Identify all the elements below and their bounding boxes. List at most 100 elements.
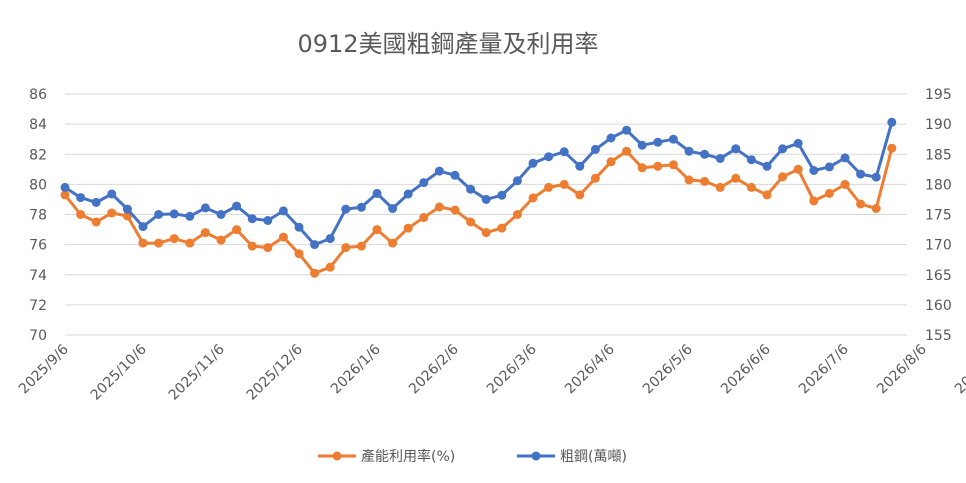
data-point [278, 206, 288, 216]
data-point [512, 176, 522, 186]
data-point [715, 154, 725, 163]
data-point [60, 190, 70, 200]
data-point [403, 223, 413, 233]
data-point [310, 268, 320, 278]
data-point [840, 179, 850, 189]
data-point [778, 144, 788, 154]
data-point [403, 189, 413, 199]
y-left-tick-label: 82 [29, 147, 47, 163]
data-point [793, 138, 803, 148]
legend-marker-utilization [332, 451, 342, 461]
data-point [809, 196, 819, 206]
series-group [60, 117, 897, 278]
data-point [294, 249, 304, 259]
data-point [185, 211, 195, 221]
legend-marker-crude-steel [531, 451, 541, 461]
data-point [590, 173, 600, 183]
y-right-tick-label: 195 [925, 87, 952, 103]
data-point [341, 243, 351, 253]
data-point [746, 155, 756, 165]
data-point [434, 202, 444, 212]
data-point [200, 203, 210, 213]
data-point [793, 164, 803, 174]
data-point [575, 161, 585, 171]
data-point [575, 190, 585, 200]
data-point [700, 149, 710, 159]
data-point [871, 204, 881, 213]
data-point [528, 158, 538, 168]
data-point [481, 228, 491, 238]
data-point [840, 153, 850, 163]
data-point [372, 225, 382, 235]
data-point [871, 172, 881, 182]
data-point [684, 175, 694, 185]
y-right-tick-label: 185 [925, 147, 952, 163]
data-point [778, 172, 788, 182]
data-point [715, 182, 725, 192]
data-point [107, 189, 117, 199]
data-point [154, 210, 164, 219]
data-point [762, 161, 772, 171]
data-point [419, 213, 429, 222]
data-point [824, 162, 834, 172]
data-point [559, 179, 569, 189]
data-point [731, 173, 741, 183]
data-point [528, 193, 538, 203]
data-point [169, 234, 179, 244]
data-point [388, 204, 398, 213]
y-right-tick-label: 180 [925, 177, 952, 193]
data-point [544, 152, 554, 162]
y-left-tick-label: 86 [29, 87, 47, 103]
data-point [856, 199, 866, 209]
data-point [731, 144, 741, 154]
data-point [497, 223, 507, 233]
data-point [232, 201, 242, 211]
data-point [419, 178, 429, 188]
data-point [746, 182, 756, 192]
data-point [216, 235, 226, 245]
data-point [356, 241, 366, 251]
data-point [481, 194, 491, 204]
data-point [590, 144, 600, 154]
legend-item-crude-steel: 粗鋼(萬噸) [517, 449, 627, 465]
data-point [668, 134, 678, 144]
data-point [341, 204, 351, 214]
data-point [200, 228, 210, 238]
legend-label-crude-steel: 粗鋼(萬噸) [560, 449, 627, 465]
data-point [76, 193, 86, 203]
data-point [122, 204, 132, 214]
data-point [684, 146, 694, 156]
data-point [466, 217, 476, 227]
y-right-tick-label: 155 [925, 328, 952, 344]
data-point [325, 262, 335, 272]
data-point [107, 208, 117, 218]
data-point [497, 190, 507, 200]
data-point [622, 146, 632, 156]
data-point [388, 238, 398, 248]
data-point [544, 182, 554, 192]
series-utilization [60, 143, 897, 278]
data-point [434, 166, 444, 176]
data-point [325, 234, 335, 244]
data-point [263, 243, 273, 253]
data-point [263, 216, 273, 225]
y-left-tick-label: 76 [29, 238, 47, 254]
data-point [294, 222, 304, 232]
data-point [466, 184, 476, 194]
data-point [185, 238, 195, 248]
data-point [278, 232, 288, 242]
data-point [622, 125, 632, 135]
data-point [169, 209, 179, 219]
y-left-tick-label: 70 [29, 328, 47, 344]
y-right-tick-label: 190 [925, 117, 952, 133]
data-point [91, 197, 101, 207]
data-point [247, 214, 257, 224]
data-point [653, 137, 663, 147]
data-point [216, 210, 226, 219]
y-axis-left: 70 72 74 76 78 80 82 84 86 [29, 87, 47, 344]
data-point [700, 176, 710, 186]
data-point [824, 188, 834, 198]
data-point [559, 147, 569, 157]
y-left-tick-label: 80 [29, 177, 47, 193]
